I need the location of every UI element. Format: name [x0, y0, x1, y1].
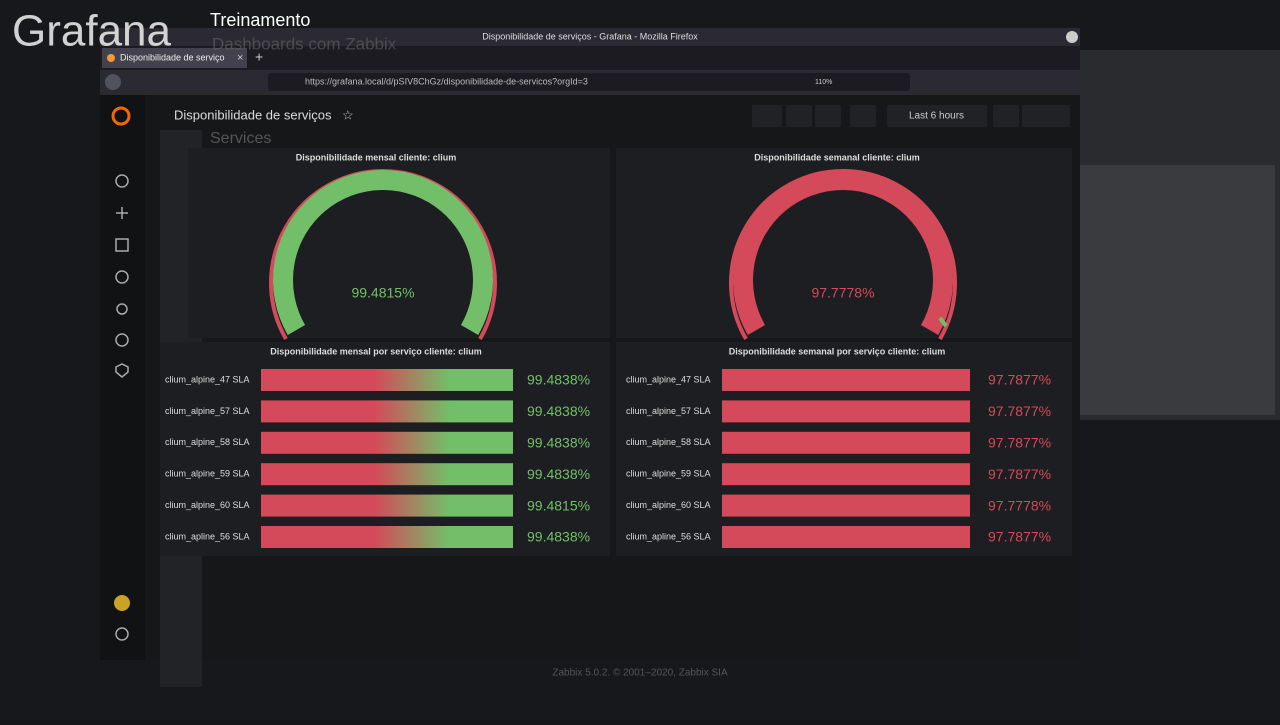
- bar-gauge: [261, 400, 513, 423]
- back-button[interactable]: [105, 74, 121, 90]
- panel-title: Disponibilidade semanal cliente: clium: [754, 152, 920, 162]
- refresh[interactable]: [1022, 105, 1070, 127]
- bar-label: clium_alpine_60 SLA: [626, 500, 711, 510]
- bar-value: 99.4838%: [527, 466, 590, 482]
- zoom[interactable]: 110%: [815, 79, 832, 86]
- panel-title: Disponibilidade mensal cliente: clium: [296, 152, 457, 162]
- zoom-out[interactable]: [993, 105, 1019, 127]
- bar-gauge: [261, 526, 513, 548]
- bar-value: 97.7877%: [988, 529, 1051, 545]
- panel-title: Disponibilidade mensal por serviço clien…: [270, 346, 482, 356]
- tab[interactable]: [102, 48, 247, 68]
- panel-title: Disponibilidade semanal por serviço clie…: [729, 346, 946, 356]
- bar-value: 99.4815%: [527, 497, 590, 513]
- dashboard-title: Disponibilidade de serviços: [174, 107, 332, 122]
- sidebar-icons: [115, 174, 129, 641]
- bar-label: clium_alpine_57 SLA: [626, 406, 711, 416]
- bar-gauge: [261, 494, 513, 517]
- tab-close[interactable]: ×: [237, 52, 243, 64]
- bar-gauge: [722, 400, 970, 423]
- tab-title: Disponibilidade de serviço: [120, 52, 225, 62]
- save[interactable]: [786, 105, 812, 127]
- gauge-arc: [273, 170, 493, 335]
- bar-gauge: [722, 526, 970, 548]
- bar-gauge: [722, 463, 970, 486]
- footer: Zabbix 5.0.2. © 2001–2020, Zabbix SIA: [552, 668, 728, 679]
- bar-value: 99.4838%: [527, 372, 590, 388]
- overlay-logo: Grafana: [12, 7, 172, 56]
- bar-label: clium_alpine_58 SLA: [165, 437, 250, 447]
- bar-gauge: [261, 369, 513, 391]
- bar-label: clium_alpine_57 SLA: [165, 406, 250, 416]
- new-tab[interactable]: +: [255, 49, 263, 65]
- url: https://grafana.local/d/pSIV8ChGz/dispon…: [305, 76, 588, 86]
- bar-gauge: [722, 431, 970, 454]
- bar-label: clium_alpine_60 SLA: [165, 500, 250, 510]
- bar-label: clium_apline_56 SLA: [165, 531, 250, 541]
- bar-label: clium_apline_56 SLA: [626, 531, 711, 541]
- gauge-threshold-tip: [938, 316, 948, 328]
- title-bar: [100, 28, 1080, 46]
- bar-value: 97.7778%: [988, 497, 1051, 513]
- bar-value: 97.7877%: [988, 435, 1051, 451]
- bar-value: 99.4838%: [527, 529, 590, 545]
- overlay-course-sub: Dashboards com Zabbix: [212, 34, 397, 53]
- tab-bar: [100, 46, 1080, 70]
- gauge-arc: [733, 170, 953, 335]
- tv-mode[interactable]: [850, 105, 876, 127]
- ghost-heading: Services: [210, 130, 271, 147]
- gauge-value: 99.4815%: [351, 285, 414, 301]
- settings[interactable]: [815, 105, 841, 127]
- bar-value: 97.7877%: [988, 466, 1051, 482]
- close-button[interactable]: [1066, 31, 1078, 43]
- bar-value: 99.4838%: [527, 403, 590, 419]
- bar-gauge: [261, 431, 513, 454]
- bar-label: clium_alpine_47 SLA: [165, 374, 250, 384]
- overlay-course: Treinamento: [210, 10, 310, 30]
- url-field[interactable]: [268, 73, 910, 91]
- bar-label: clium_alpine_59 SLA: [626, 469, 711, 479]
- bar-label: clium_alpine_58 SLA: [626, 437, 711, 447]
- bar-gauge: [261, 463, 513, 486]
- background-panel: [1080, 165, 1275, 415]
- bar-label: clium_alpine_47 SLA: [626, 374, 711, 384]
- gauge-value: 97.7778%: [811, 285, 874, 301]
- time-range: Last 6 hours: [909, 111, 964, 122]
- bar-gauge: [722, 369, 970, 391]
- bar-value: 97.7877%: [988, 403, 1051, 419]
- time-picker[interactable]: [887, 105, 987, 127]
- avatar[interactable]: [114, 595, 130, 611]
- star[interactable]: ☆: [342, 107, 354, 122]
- grafana-logo[interactable]: [111, 106, 131, 126]
- bar-value: 99.4838%: [527, 435, 590, 451]
- bar-value: 97.7877%: [988, 372, 1051, 388]
- bar-label: clium_alpine_59 SLA: [165, 469, 250, 479]
- bar-gauge: [722, 494, 970, 517]
- window-title: Disponibilidade de serviços - Grafana - …: [482, 31, 698, 41]
- add-panel[interactable]: [752, 105, 782, 127]
- tab-icon: [107, 54, 115, 62]
